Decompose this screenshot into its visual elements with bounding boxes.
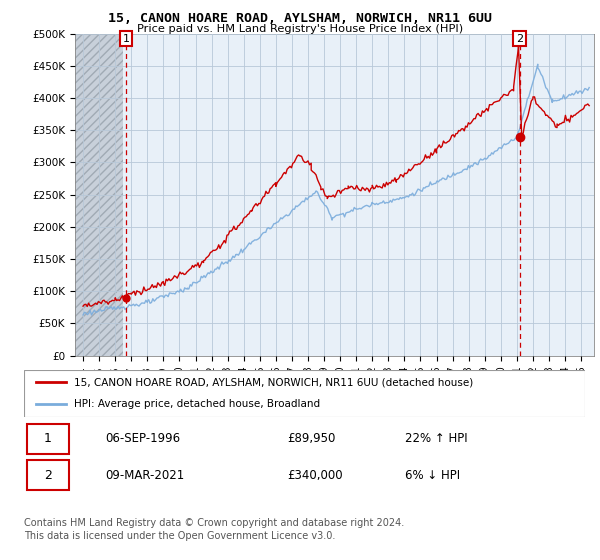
Text: 09-MAR-2021: 09-MAR-2021 [106, 469, 185, 482]
Text: Contains HM Land Registry data © Crown copyright and database right 2024.
This d: Contains HM Land Registry data © Crown c… [24, 518, 404, 541]
Bar [27, 424, 69, 454]
Text: 15, CANON HOARE ROAD, AYLSHAM, NORWICH, NR11 6UU: 15, CANON HOARE ROAD, AYLSHAM, NORWICH, … [108, 12, 492, 25]
Text: 06-SEP-1996: 06-SEP-1996 [106, 432, 181, 445]
Text: 6% ↓ HPI: 6% ↓ HPI [406, 469, 461, 482]
Text: 1: 1 [44, 432, 52, 445]
Text: 1: 1 [122, 34, 130, 44]
Text: 2: 2 [516, 34, 523, 44]
Text: 2: 2 [44, 469, 52, 482]
Text: 22% ↑ HPI: 22% ↑ HPI [406, 432, 468, 445]
Text: Price paid vs. HM Land Registry's House Price Index (HPI): Price paid vs. HM Land Registry's House … [137, 24, 463, 34]
Text: 15, CANON HOARE ROAD, AYLSHAM, NORWICH, NR11 6UU (detached house): 15, CANON HOARE ROAD, AYLSHAM, NORWICH, … [74, 377, 474, 388]
Bar [27, 460, 69, 490]
Text: £89,950: £89,950 [287, 432, 336, 445]
Text: HPI: Average price, detached house, Broadland: HPI: Average price, detached house, Broa… [74, 399, 320, 409]
Text: £340,000: £340,000 [287, 469, 343, 482]
